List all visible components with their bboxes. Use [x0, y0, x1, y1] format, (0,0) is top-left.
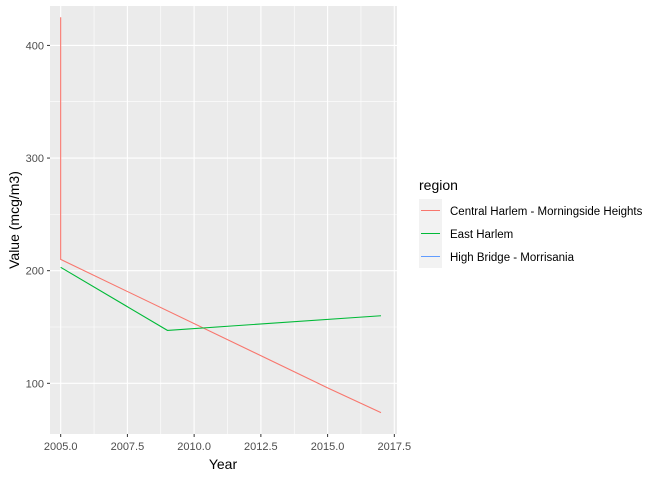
y-tick-label: 200 [26, 266, 44, 278]
x-tick-label: 2012.5 [244, 441, 278, 453]
y-tick-label: 300 [26, 153, 44, 165]
series-line-east-harlem [60, 266, 382, 331]
y-tick-label: 100 [26, 378, 44, 390]
major-gridlines [50, 6, 397, 434]
x-axis-title: Year [209, 456, 238, 472]
x-tick-label: 2010.0 [177, 441, 211, 453]
x-tick-label: 2017.5 [378, 441, 412, 453]
plot-panel [50, 6, 397, 434]
y-tick-label: 400 [26, 40, 44, 52]
y-axis-title: Value (mcg/m3) [6, 171, 22, 269]
legend-label-central-harlem-morningside-heights: Central Harlem - Morningside Heights [450, 206, 643, 218]
legend-label-high-bridge-morrisania: High Bridge - Morrisania [450, 252, 575, 264]
legend: region Central Harlem - Morningside Heig… [419, 177, 643, 268]
legend-label-east-harlem: East Harlem [450, 229, 513, 241]
series-lines [60, 17, 382, 414]
legend-title: region [419, 177, 458, 193]
x-tick-label: 2005.0 [44, 441, 78, 453]
series-line-central-harlem-morningside-heights [60, 17, 382, 414]
x-tick-label: 2015.0 [311, 441, 345, 453]
legend-items: Central Harlem - Morningside Heights East… [419, 199, 643, 268]
x-tick-label: 2007.5 [111, 441, 145, 453]
y-axis-ticks: 100 200 300 400 [26, 40, 50, 390]
x-axis-ticks: 2005.0 2007.5 2010.0 2012.5 2015.0 2017.5 [44, 434, 411, 453]
